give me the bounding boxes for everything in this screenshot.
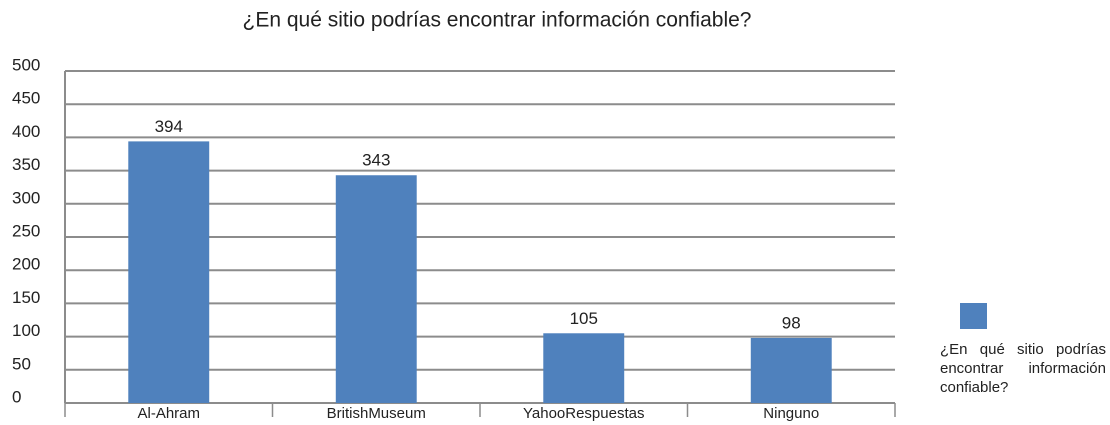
y-tick-label: 150 <box>12 288 40 307</box>
y-tick-label: 350 <box>12 155 40 174</box>
legend-swatch <box>960 303 987 329</box>
bar <box>543 333 625 403</box>
y-tick-label: 450 <box>12 89 40 108</box>
y-tick-label: 0 <box>12 387 21 406</box>
legend-label: ¿En qué sitio podrías encontrar informac… <box>940 341 1106 396</box>
data-label: 343 <box>362 151 390 170</box>
data-label: 394 <box>155 117 183 136</box>
chart-title: ¿En qué sitio podrías encontrar informac… <box>243 9 752 32</box>
x-tick-label: BritishMuseum <box>327 405 426 422</box>
y-tick-label: 250 <box>12 221 40 240</box>
y-tick-label: 200 <box>12 255 40 274</box>
bar <box>128 141 210 403</box>
y-tick-label: 400 <box>12 122 40 141</box>
y-tick-label: 500 <box>12 55 40 74</box>
x-tick-label: YahooRespuestas <box>523 405 644 422</box>
bar <box>335 175 417 403</box>
x-tick-label: Ninguno <box>763 405 819 422</box>
bar <box>750 337 832 403</box>
y-tick-label: 300 <box>12 188 40 207</box>
y-tick-label: 50 <box>12 354 31 373</box>
data-label: 98 <box>782 313 801 332</box>
data-label: 105 <box>570 309 598 328</box>
y-tick-label: 100 <box>12 321 40 340</box>
x-tick-label: Al-Ahram <box>137 405 200 422</box>
